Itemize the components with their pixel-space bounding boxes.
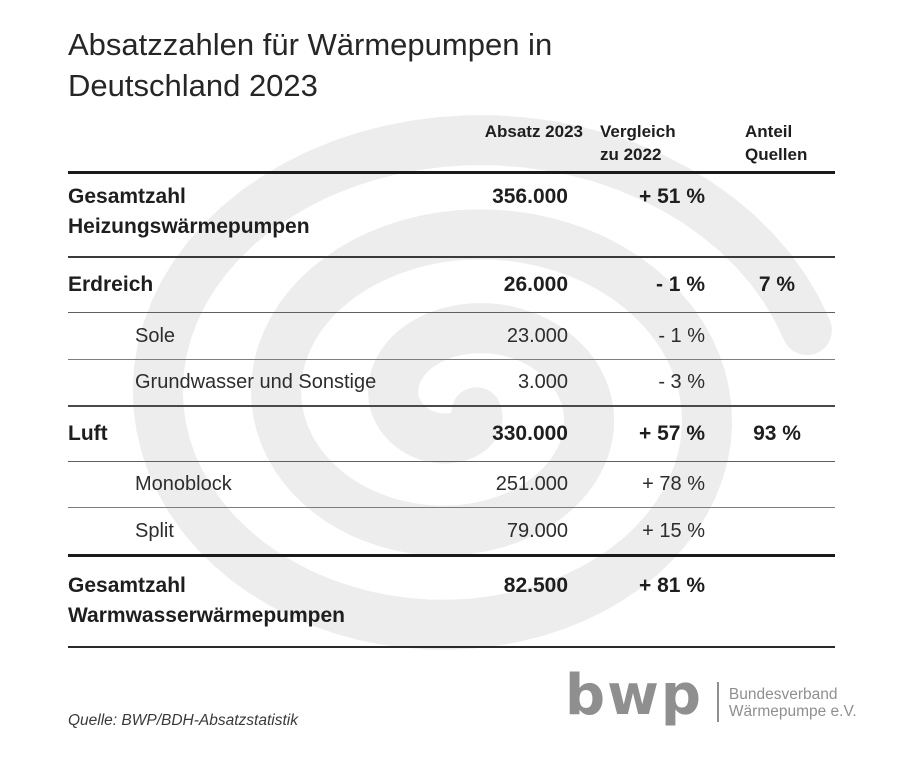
- vergleich-value: - 3 %: [658, 371, 705, 393]
- row-label: Erdreich: [68, 273, 154, 296]
- table-row-grundwasser-und-sonstige: Grundwasser und Sonstige 3.000 - 3 %: [68, 360, 835, 407]
- source-note: Quelle: BWP/BDH-Absatzstatistik: [68, 712, 298, 729]
- table-row-monoblock: Monoblock 251.000 + 78 %: [68, 462, 835, 508]
- row-label: Grundwasser und Sonstige: [135, 371, 377, 393]
- logo-divider: [716, 682, 719, 722]
- table-row-gesamtzahl-warmwasserwaermepumpen: Gesamtzahl Warmwasserwärmepumpen 82.500 …: [68, 557, 835, 648]
- absatz-value: 251.000: [495, 473, 568, 495]
- bwp-logo: bwp Bundesverband Wärmepumpe e.V.: [565, 660, 857, 724]
- table-row-erdreich: Erdreich 26.000 - 1 % 7 %: [68, 258, 835, 313]
- page-title-line1: Absatzzahlen für Wärmepumpen in: [68, 27, 553, 62]
- header-vergleich-zu-2022: Vergleich zu 2022: [600, 122, 676, 164]
- table-row-luft: Luft 330.000 + 57 % 93 %: [68, 407, 835, 462]
- vergleich-value: + 57 %: [639, 422, 705, 445]
- header-absatz-2023: Absatz 2023: [484, 122, 583, 141]
- absatz-value: 3.000: [517, 371, 568, 393]
- vergleich-value: + 51 %: [639, 185, 705, 208]
- anteil-value: [705, 174, 835, 182]
- vergleich-value: + 78 %: [642, 473, 705, 495]
- row-label: Split: [135, 519, 174, 542]
- table-row-sole: Sole 23.000 - 1 %: [68, 313, 835, 360]
- absatz-value: 23.000: [506, 324, 568, 347]
- vergleich-value: - 1 %: [655, 273, 705, 296]
- page-title-line2: Deutschland 2023: [68, 68, 318, 103]
- logo-organization-name: Bundesverband Wärmepumpe e.V.: [728, 686, 857, 720]
- anteil-value: 7 %: [758, 273, 796, 296]
- header-category: [68, 120, 440, 171]
- table-header-row: Absatz 2023 Vergleich zu 2022 Anteil Que…: [68, 120, 835, 171]
- absatz-value: 356.000: [492, 185, 568, 208]
- page-title: Absatzzahlen für Wärmepumpen in Deutschl…: [68, 24, 552, 106]
- absatz-value: 26.000: [503, 273, 568, 296]
- anteil-value: 93 %: [753, 422, 801, 445]
- bwp-logo-wordmark: bwp: [565, 663, 703, 728]
- sales-table: Absatz 2023 Vergleich zu 2022 Anteil Que…: [68, 120, 835, 648]
- table-row-split: Split 79.000 + 15 %: [68, 508, 835, 557]
- row-label: Luft: [68, 422, 108, 445]
- absatz-value: 330.000: [492, 422, 568, 445]
- absatz-value: 79.000: [506, 519, 568, 542]
- header-anteil-quellen: Anteil Quellen: [745, 122, 808, 164]
- vergleich-value: + 15 %: [642, 519, 705, 542]
- vergleich-value: + 81 %: [639, 574, 705, 597]
- row-label: Gesamtzahl Warmwasserwärmepumpen: [68, 574, 345, 627]
- row-label: Gesamtzahl Heizungswärmepumpen: [68, 185, 310, 238]
- vergleich-value: - 1 %: [658, 324, 705, 347]
- row-label: Monoblock: [135, 473, 232, 495]
- anteil-value: [705, 557, 835, 571]
- table-row-gesamtzahl-heizungswaermepumpen: Gesamtzahl Heizungswärmepumpen 356.000 +…: [68, 174, 835, 258]
- table-body: Gesamtzahl Heizungswärmepumpen 356.000 +…: [68, 171, 835, 648]
- absatz-value: 82.500: [503, 574, 568, 597]
- row-label: Sole: [135, 324, 176, 347]
